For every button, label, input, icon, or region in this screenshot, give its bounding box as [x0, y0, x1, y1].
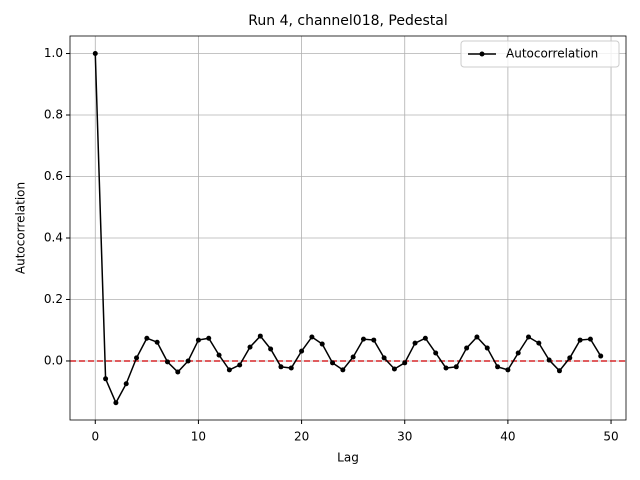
data-point: [164, 359, 170, 365]
data-point: [113, 400, 119, 406]
data-point: [391, 366, 397, 372]
data-point: [247, 344, 253, 350]
data-line: [94, 53, 602, 405]
data-point: [103, 376, 109, 382]
chart-title: Run 4, channel018, Pedestal: [248, 13, 447, 29]
y-tick-label: 0.4: [44, 230, 63, 244]
plot-frame: [69, 35, 627, 421]
data-point: [443, 365, 449, 371]
data-point: [556, 368, 562, 374]
data-point: [309, 334, 315, 340]
y-tick-label: 0.6: [44, 169, 63, 183]
data-point: [371, 337, 377, 343]
data-point: [123, 381, 129, 387]
data-point: [299, 348, 305, 354]
data-point: [350, 354, 356, 360]
data-point: [257, 333, 263, 339]
data-point: [536, 340, 542, 346]
data-point: [360, 336, 366, 342]
legend-label: Autocorrelation: [506, 47, 598, 61]
data-point: [587, 336, 593, 342]
x-tick-label: 50: [603, 430, 618, 444]
data-point: [206, 335, 212, 341]
data-point: [175, 369, 181, 375]
y-tick-label: 0.0: [44, 353, 63, 367]
x-tick-label: 30: [397, 430, 412, 444]
data-point: [92, 51, 98, 57]
y-tick-label: 1.0: [44, 46, 63, 60]
data-point: [319, 341, 325, 347]
data-point: [433, 350, 439, 356]
data-point: [453, 364, 459, 370]
data-point: [237, 362, 243, 368]
data-point: [567, 355, 573, 361]
data-point: [474, 334, 480, 340]
data-point: [154, 339, 160, 345]
data-point: [288, 365, 294, 371]
data-point: [144, 335, 150, 341]
legend-box: [460, 40, 620, 68]
data-point: [412, 340, 418, 346]
x-tick-label: 20: [294, 430, 309, 444]
data-point: [226, 367, 232, 373]
y-axis-label: Autocorrelation: [14, 182, 28, 274]
y-tick-label: 0.2: [44, 292, 63, 306]
data-point: [134, 355, 140, 361]
data-point: [381, 355, 387, 361]
legend-marker: [479, 51, 485, 57]
y-tick-label: 0.8: [44, 108, 63, 122]
data-point: [216, 352, 222, 358]
data-point: [598, 353, 604, 359]
x-tick-label: 0: [91, 430, 99, 444]
data-point: [546, 357, 552, 363]
data-point: [577, 337, 583, 343]
data-point: [185, 358, 191, 364]
data-point: [422, 335, 428, 341]
data-point: [268, 346, 274, 352]
data-point: [526, 334, 532, 340]
data-point: [515, 350, 521, 356]
data-point: [495, 364, 501, 370]
data-point: [505, 367, 511, 373]
x-tick-label: 10: [191, 430, 206, 444]
data-point: [464, 345, 470, 351]
data-point: [402, 360, 408, 366]
data-point: [484, 345, 490, 351]
data-point: [278, 364, 284, 370]
data-point: [195, 337, 201, 343]
data-point: [340, 367, 346, 373]
data-point: [330, 360, 336, 366]
x-axis-label: Lag: [337, 451, 359, 465]
x-tick-label: 40: [500, 430, 515, 444]
